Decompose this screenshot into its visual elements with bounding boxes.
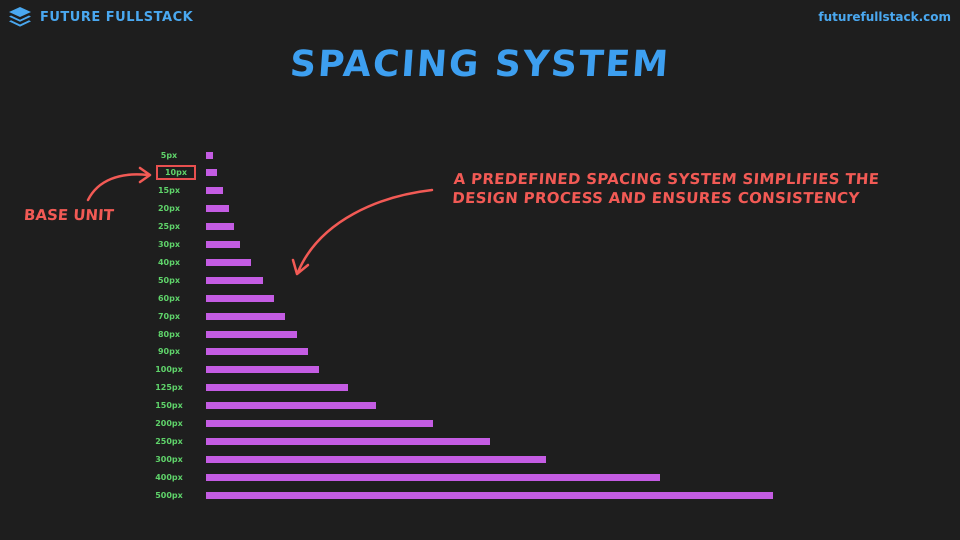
scale-row-200px: 200px <box>150 417 800 431</box>
scale-label: 90px <box>157 347 181 357</box>
scale-label: 40px <box>157 257 181 267</box>
scale-row-150px: 150px <box>150 399 800 413</box>
base-unit-label: 10px <box>156 165 196 181</box>
scale-label: 20px <box>157 204 181 214</box>
scale-bar-90px <box>206 348 309 356</box>
scale-row-250px: 250px <box>150 434 800 448</box>
spacing-scale: 5px 10px 15px 20px 25px 30px 40px 50px 60px 70px 8… <box>150 148 800 508</box>
scale-label: 500px <box>155 490 183 500</box>
scale-label: 5px <box>160 150 178 160</box>
scale-row-25px: 25px <box>150 220 800 234</box>
scale-bar-5px <box>206 151 213 159</box>
scale-row-30px: 30px <box>150 238 800 252</box>
layers-icon <box>9 7 31 27</box>
scale-bar-150px <box>206 402 377 410</box>
scale-bar-60px <box>206 294 275 302</box>
scale-row-40px: 40px <box>150 255 800 269</box>
scale-label: 30px <box>157 240 181 249</box>
scale-label: 60px <box>157 293 181 303</box>
scale-label: 125px <box>155 383 183 393</box>
scale-bar-200px <box>206 420 433 427</box>
scale-bar-300px <box>206 455 547 463</box>
scale-bar-40px <box>206 258 252 266</box>
base-unit-annotation: BASE UNIT <box>23 206 115 224</box>
scale-label: 15px <box>157 186 181 196</box>
scale-label: 250px <box>155 436 183 446</box>
brand-name: FUTURE FULLSTACK <box>40 9 194 25</box>
scale-label: 70px <box>157 311 181 321</box>
scale-bar-50px <box>206 276 263 284</box>
scale-row-70px: 70px <box>150 309 800 323</box>
scale-bar-30px <box>206 241 241 248</box>
scale-bar-400px <box>206 473 660 481</box>
site-url-link[interactable]: futurefullstack.com <box>818 10 951 24</box>
scale-row-100px: 100px <box>150 363 800 377</box>
scale-label: 150px <box>155 401 183 411</box>
scale-label: 100px <box>155 365 183 375</box>
scale-bar-500px <box>206 491 773 499</box>
page-title: SPACING SYSTEM <box>288 44 672 85</box>
scale-row-10px: 10px <box>150 165 800 181</box>
scale-bar-125px <box>206 384 348 392</box>
scale-row-60px: 60px <box>150 291 800 305</box>
scale-label: 25px <box>157 222 181 232</box>
scale-label: 80px <box>157 329 181 339</box>
scale-bar-25px <box>206 223 235 231</box>
note-line-1: A PREDEFINED SPACING SYSTEM SIMPLIFIES T… <box>453 170 880 188</box>
spacing-note-annotation: A PREDEFINED SPACING SYSTEM SIMPLIFIES T… <box>452 170 880 208</box>
note-line-2: DESIGN PROCESS AND ENSURES CONSISTENCY <box>451 189 861 207</box>
scale-row-80px: 80px <box>150 327 800 341</box>
scale-bar-20px <box>206 205 229 213</box>
scale-row-15px: 15px <box>150 184 800 198</box>
scale-row-125px: 125px <box>150 381 800 395</box>
scale-label: 50px <box>157 275 181 285</box>
scale-label: 400px <box>155 472 183 482</box>
scale-row-400px: 400px <box>150 470 800 484</box>
scale-bar-70px <box>206 312 286 320</box>
scale-row-20px: 20px <box>150 202 800 216</box>
scale-bar-100px <box>206 366 320 374</box>
scale-row-5px: 5px <box>150 148 800 162</box>
scale-row-500px: 500px <box>150 488 800 502</box>
scale-bar-80px <box>206 330 297 338</box>
scale-bar-250px <box>206 437 490 445</box>
base-unit-arrow <box>86 173 150 202</box>
brand[interactable]: FUTURE FULLSTACK <box>8 6 193 28</box>
scale-row-50px: 50px <box>150 273 800 287</box>
scale-bar-15px <box>206 187 223 195</box>
scale-label: 300px <box>155 454 183 464</box>
base-unit-arrowhead <box>138 166 152 184</box>
scale-bar-10px <box>206 169 218 177</box>
scale-row-300px: 300px <box>150 452 800 466</box>
scale-label: 200px <box>155 419 183 428</box>
scale-row-90px: 90px <box>150 345 800 359</box>
